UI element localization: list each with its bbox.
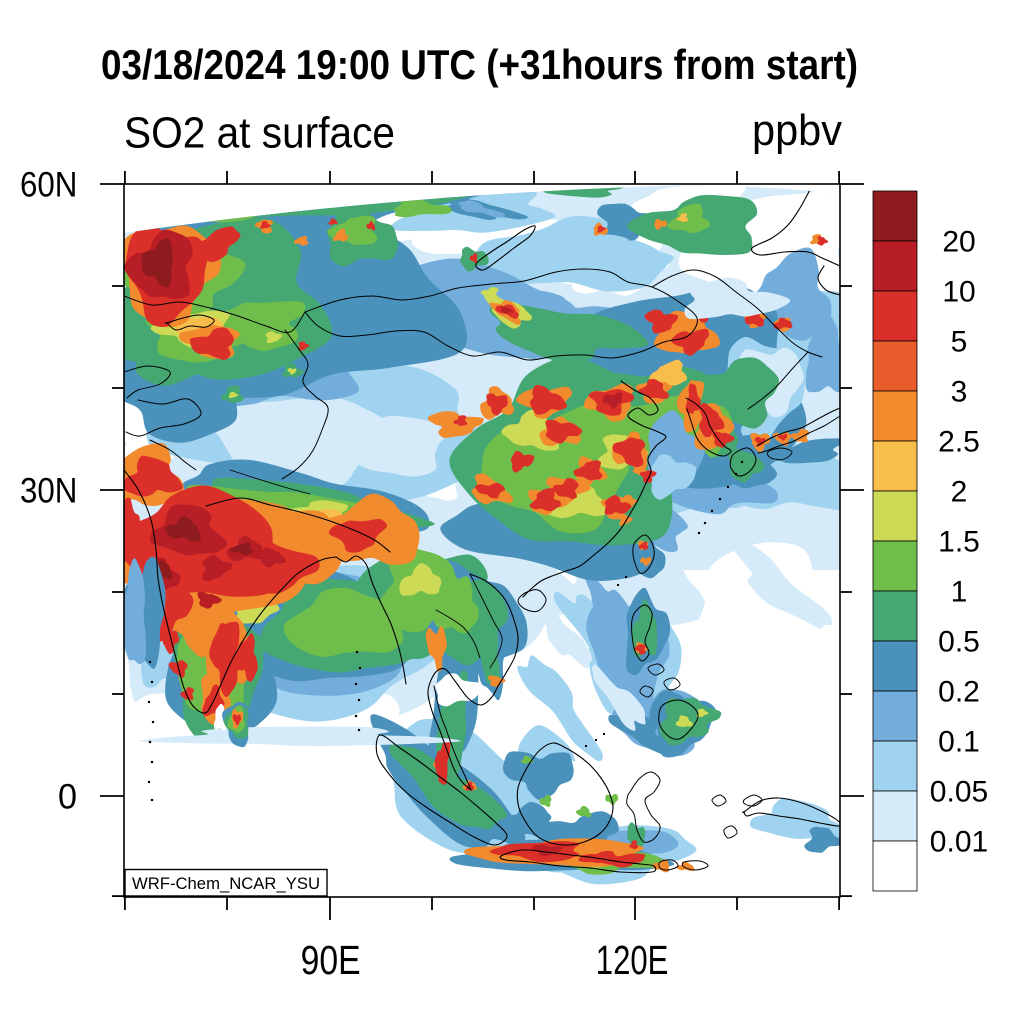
svg-text:60N: 60N [20, 166, 77, 205]
svg-text:03/18/2024 19:00 UTC (+31hours: 03/18/2024 19:00 UTC (+31hours from star… [101, 41, 858, 88]
svg-text:0: 0 [58, 778, 77, 817]
svg-text:2.5: 2.5 [938, 426, 980, 459]
svg-text:1.5: 1.5 [938, 526, 980, 559]
svg-text:0.2: 0.2 [938, 676, 980, 709]
svg-text:90E: 90E [301, 937, 361, 983]
svg-text:2: 2 [951, 476, 968, 509]
svg-text:30N: 30N [20, 472, 77, 511]
svg-text:3: 3 [951, 376, 968, 409]
svg-text:SO2 at surface: SO2 at surface [124, 109, 395, 158]
svg-text:0.01: 0.01 [930, 826, 988, 859]
svg-text:5: 5 [951, 326, 968, 359]
svg-text:ppbv: ppbv [752, 106, 842, 155]
svg-text:0.05: 0.05 [930, 776, 988, 809]
svg-text:120E: 120E [596, 937, 669, 983]
svg-text:WRF-Chem_NCAR_YSU: WRF-Chem_NCAR_YSU [132, 874, 320, 893]
svg-text:0.5: 0.5 [938, 626, 980, 659]
svg-text:1: 1 [951, 576, 968, 609]
svg-text:0.1: 0.1 [938, 726, 980, 759]
svg-text:10: 10 [942, 276, 975, 309]
svg-text:20: 20 [942, 226, 975, 259]
